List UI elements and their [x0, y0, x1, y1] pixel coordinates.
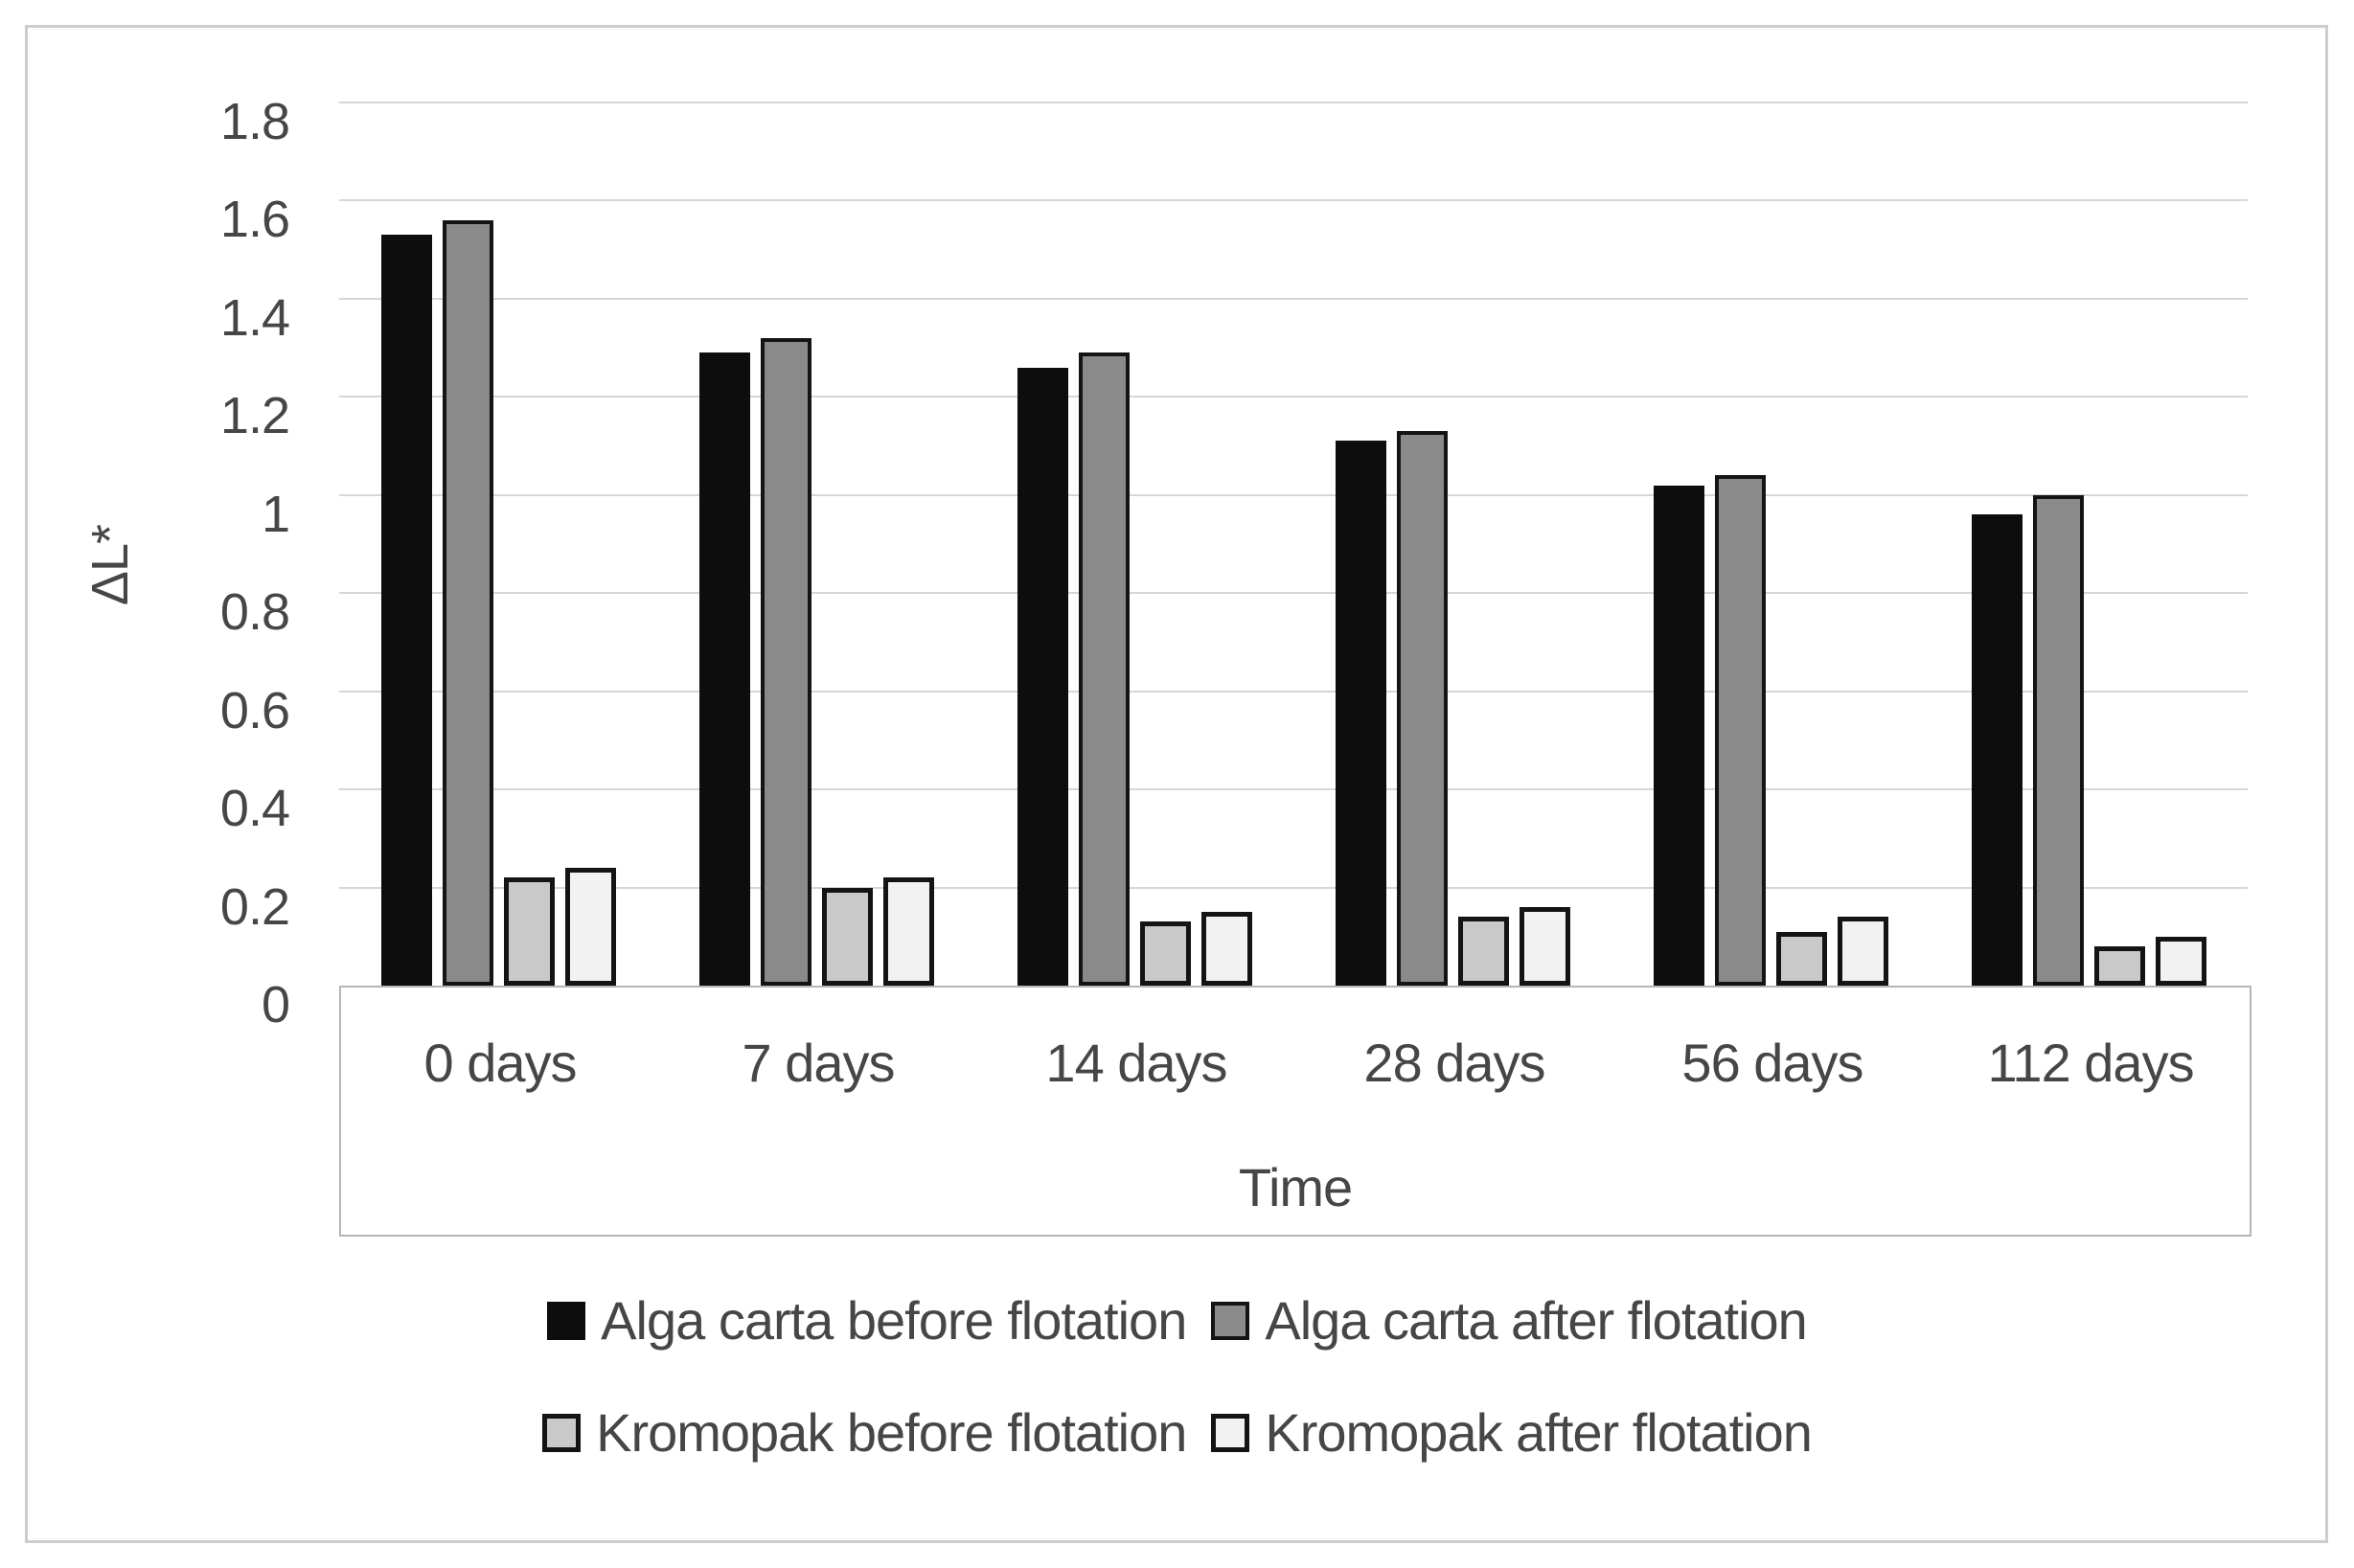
legend-swatch-icon: [542, 1413, 582, 1452]
legend-label: Alga carta after flotation: [1265, 1290, 1807, 1351]
bar-series-0-category-0: [380, 235, 432, 986]
legend-swatch-icon: [1211, 1301, 1250, 1340]
gridline-y-1.4: [339, 297, 2248, 300]
bar-series-2-category-2: [1139, 921, 1191, 986]
gridline-y-0.2: [339, 886, 2248, 889]
bar-series-1-category-0: [442, 220, 493, 986]
gridline-y-0.8: [339, 592, 2248, 595]
legend-label: Kromopak after flotation: [1265, 1402, 1813, 1463]
legend-row-0: Alga carta before flotation Alga carta af…: [0, 1289, 2354, 1352]
legend: Alga carta before flotation Alga carta af…: [0, 1289, 2354, 1464]
y-tick-label-1: 1: [261, 485, 290, 543]
bar-series-1-category-2: [1078, 352, 1130, 986]
bar-series-3-category-0: [564, 868, 616, 986]
category-label-1: 7 days: [742, 1033, 896, 1093]
bar-series-3-category-5: [2155, 937, 2206, 986]
bar-series-0-category-5: [1971, 514, 2023, 986]
legend-row-1: Kromopak before flotation Kromopak after …: [0, 1401, 2354, 1464]
legend-item-0: Alga carta before flotation: [547, 1289, 1187, 1352]
category-label-3: 28 days: [1363, 1033, 1545, 1093]
gridline-y-1.8: [339, 102, 2248, 103]
bar-series-3-category-3: [1519, 907, 1570, 986]
legend-swatch-icon: [1211, 1413, 1250, 1452]
legend-label: Kromopak before flotation: [596, 1402, 1187, 1463]
legend-item-3: Kromopak after flotation: [1211, 1401, 1813, 1464]
bar-series-3-category-2: [1200, 912, 1252, 986]
y-tick-label-0.4: 0.4: [219, 780, 290, 838]
bar-series-1-category-3: [1396, 431, 1448, 986]
bar-series-2-category-1: [821, 888, 873, 986]
legend-item-2: Kromopak before flotation: [542, 1401, 1187, 1464]
legend-label: Alga carta before flotation: [601, 1290, 1187, 1351]
legend-item-1: Alga carta after flotation: [1211, 1289, 1808, 1352]
y-axis-tick-labels: 1.8 1.6 1.4 1.2 1 0.8 0.6 0.4 0.2 0: [105, 93, 290, 1034]
bar-series-0-category-4: [1653, 486, 1704, 986]
y-tick-label-0.6: 0.6: [219, 681, 290, 739]
bar-series-0-category-1: [698, 352, 750, 986]
plot-area: [339, 102, 2248, 986]
y-tick-label-0.8: 0.8: [219, 583, 290, 642]
y-tick-label-1.6: 1.6: [219, 191, 290, 249]
category-label-5: 112 days: [1987, 1033, 2194, 1093]
bar-series-2-category-3: [1457, 917, 1509, 986]
bar-series-2-category-5: [2093, 946, 2145, 986]
bar-series-3-category-1: [882, 877, 934, 986]
y-tick-label-1.2: 1.2: [219, 387, 290, 445]
gridline-y-0.6: [339, 690, 2248, 693]
bar-series-1-category-4: [1714, 475, 1766, 986]
legend-swatch-icon: [547, 1301, 586, 1340]
gridline-y-1.2: [339, 396, 2248, 398]
bar-series-1-category-1: [760, 338, 811, 986]
category-axis-box: 0 days 7 days 14 days 28 days 56 days 112 day…: [339, 986, 2251, 1237]
bar-series-0-category-2: [1017, 368, 1068, 986]
x-axis-title: Time: [1238, 1157, 1353, 1217]
gridline-y-1: [339, 493, 2248, 496]
bar-series-2-category-4: [1775, 932, 1827, 986]
y-tick-label-1.4: 1.4: [219, 288, 290, 347]
bar-series-0-category-3: [1335, 441, 1386, 986]
y-tick-label-0: 0: [261, 976, 290, 1034]
category-label-4: 56 days: [1681, 1033, 1863, 1093]
y-tick-label-0.2: 0.2: [219, 877, 290, 936]
gridline-y-0.4: [339, 788, 2248, 791]
bar-series-1-category-5: [2032, 495, 2084, 986]
bar-series-2-category-0: [503, 877, 555, 986]
gridline-y-1.6: [339, 199, 2248, 202]
category-label-2: 14 days: [1045, 1033, 1227, 1093]
category-label-0: 0 days: [423, 1033, 578, 1093]
figure-border: [25, 25, 2328, 1543]
bar-series-3-category-4: [1837, 917, 1888, 986]
y-tick-label-1.8: 1.8: [219, 93, 290, 150]
